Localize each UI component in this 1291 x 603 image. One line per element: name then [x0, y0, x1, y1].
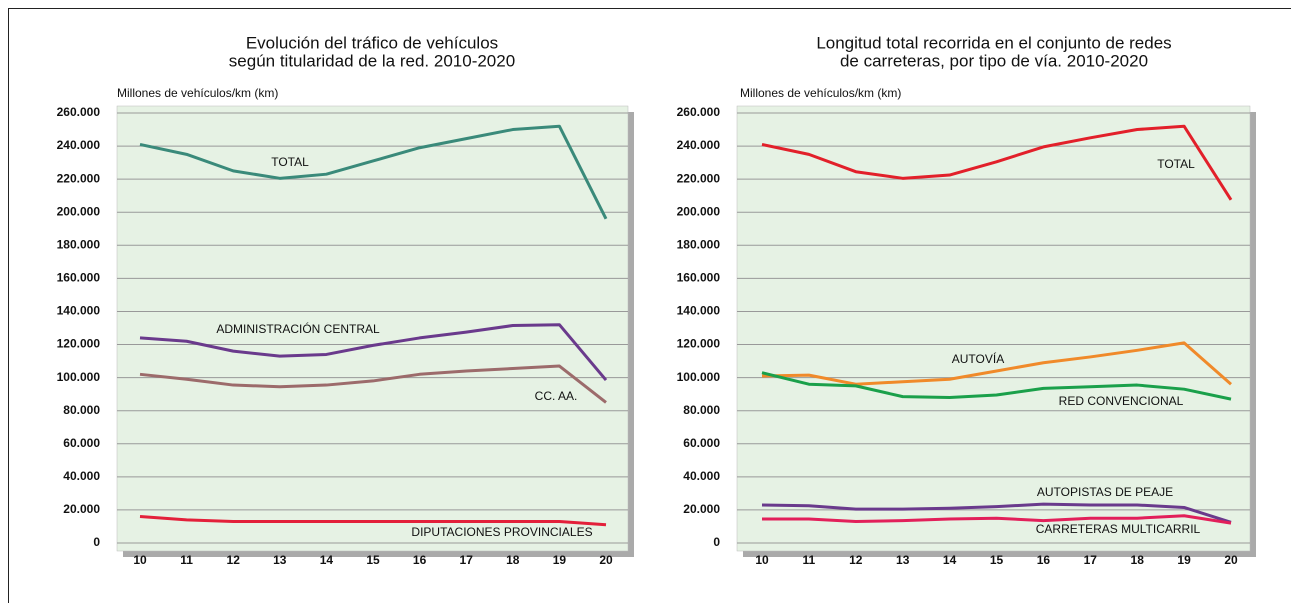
- y-tick-label: 40.000: [683, 469, 720, 483]
- series-label: ADMINISTRACIÓN CENTRAL: [216, 321, 380, 336]
- x-tick-label: 18: [506, 553, 520, 567]
- y-tick-label: 120.000: [57, 337, 101, 351]
- series-label: AUTOPISTAS DE PEAJE: [1037, 485, 1173, 499]
- y-tick-label: 220.000: [677, 171, 721, 185]
- x-tick-label: 10: [133, 553, 147, 567]
- y-tick-label: 180.000: [57, 237, 101, 251]
- y-tick-label: 140.000: [677, 304, 721, 318]
- series-label: CARRETERAS MULTICARRIL: [1036, 522, 1201, 536]
- x-tick-label: 17: [1084, 553, 1098, 567]
- y-tick-label: 260.000: [677, 105, 721, 119]
- series-label: RED CONVENCIONAL: [1059, 394, 1184, 408]
- y-tick-label: 60.000: [63, 436, 100, 450]
- x-tick-label: 10: [755, 553, 769, 567]
- y-tick-label: 0: [93, 535, 100, 549]
- y-tick-label: 240.000: [57, 138, 101, 152]
- x-tick-label: 17: [460, 553, 474, 567]
- series-label: TOTAL: [1157, 157, 1195, 171]
- y-tick-label: 200.000: [677, 204, 721, 218]
- series-label: TOTAL: [271, 155, 309, 169]
- series-line: [139, 364, 607, 404]
- x-tick-label: 15: [990, 553, 1004, 567]
- y-tick-label: 160.000: [677, 271, 721, 285]
- x-tick-label: 11: [180, 553, 193, 567]
- frame: [8, 8, 1291, 603]
- chart-title: Longitud total recorrida en el conjunto …: [816, 33, 1171, 52]
- series-line: [761, 502, 1232, 524]
- series-label: AUTOVÍA: [952, 351, 1004, 366]
- x-tick-label: 19: [553, 553, 567, 567]
- series-line: [761, 371, 1232, 401]
- y-tick-label: 180.000: [677, 237, 721, 251]
- y-tick-label: 40.000: [63, 469, 100, 483]
- series-label: DIPUTACIONES PROVINCIALES: [411, 525, 592, 539]
- y-tick-label: 80.000: [63, 403, 100, 417]
- y-axis-label: Millones de vehículos/km (km): [740, 86, 901, 100]
- y-tick-label: 200.000: [57, 204, 101, 218]
- y-tick-label: 20.000: [683, 502, 720, 516]
- x-tick-label: 13: [896, 553, 910, 567]
- series-line: [761, 341, 1232, 386]
- chart-title: Evolución del tráfico de vehículos: [246, 33, 498, 52]
- x-tick-label: 20: [1224, 553, 1238, 567]
- series-line: [139, 323, 608, 382]
- series-line: [761, 124, 1233, 201]
- x-tick-label: 19: [1177, 553, 1191, 567]
- series-label: CC. AA.: [535, 389, 578, 403]
- y-tick-label: 260.000: [57, 105, 101, 119]
- y-tick-label: 140.000: [57, 304, 101, 318]
- y-tick-label: 60.000: [683, 436, 720, 450]
- y-tick-label: 220.000: [57, 171, 101, 185]
- x-tick-label: 18: [1131, 553, 1145, 567]
- x-tick-label: 13: [273, 553, 287, 567]
- x-tick-label: 14: [320, 553, 334, 567]
- y-tick-label: 0: [713, 535, 720, 549]
- x-tick-label: 16: [1037, 553, 1051, 567]
- x-tick-label: 20: [599, 553, 613, 567]
- x-tick-label: 15: [366, 553, 380, 567]
- y-tick-label: 100.000: [677, 370, 721, 384]
- x-tick-label: 12: [849, 553, 863, 567]
- series-line: [762, 514, 1232, 525]
- chart-title: de carreteras, por tipo de vía. 2010-202…: [840, 51, 1148, 70]
- x-tick-label: 11: [803, 553, 816, 567]
- y-axis-label: Millones de vehículos/km (km): [117, 86, 278, 100]
- chart-title: según titularidad de la red. 2010-2020: [229, 51, 515, 70]
- y-tick-label: 80.000: [683, 403, 720, 417]
- y-tick-label: 240.000: [677, 138, 721, 152]
- x-tick-label: 16: [413, 553, 427, 567]
- y-tick-label: 20.000: [63, 502, 100, 516]
- y-tick-label: 160.000: [57, 271, 101, 285]
- y-tick-label: 100.000: [57, 370, 101, 384]
- y-tick-label: 120.000: [677, 337, 721, 351]
- x-tick-label: 12: [227, 553, 241, 567]
- x-tick-label: 14: [943, 553, 957, 567]
- series-line: [139, 515, 607, 527]
- series-line: [139, 124, 608, 220]
